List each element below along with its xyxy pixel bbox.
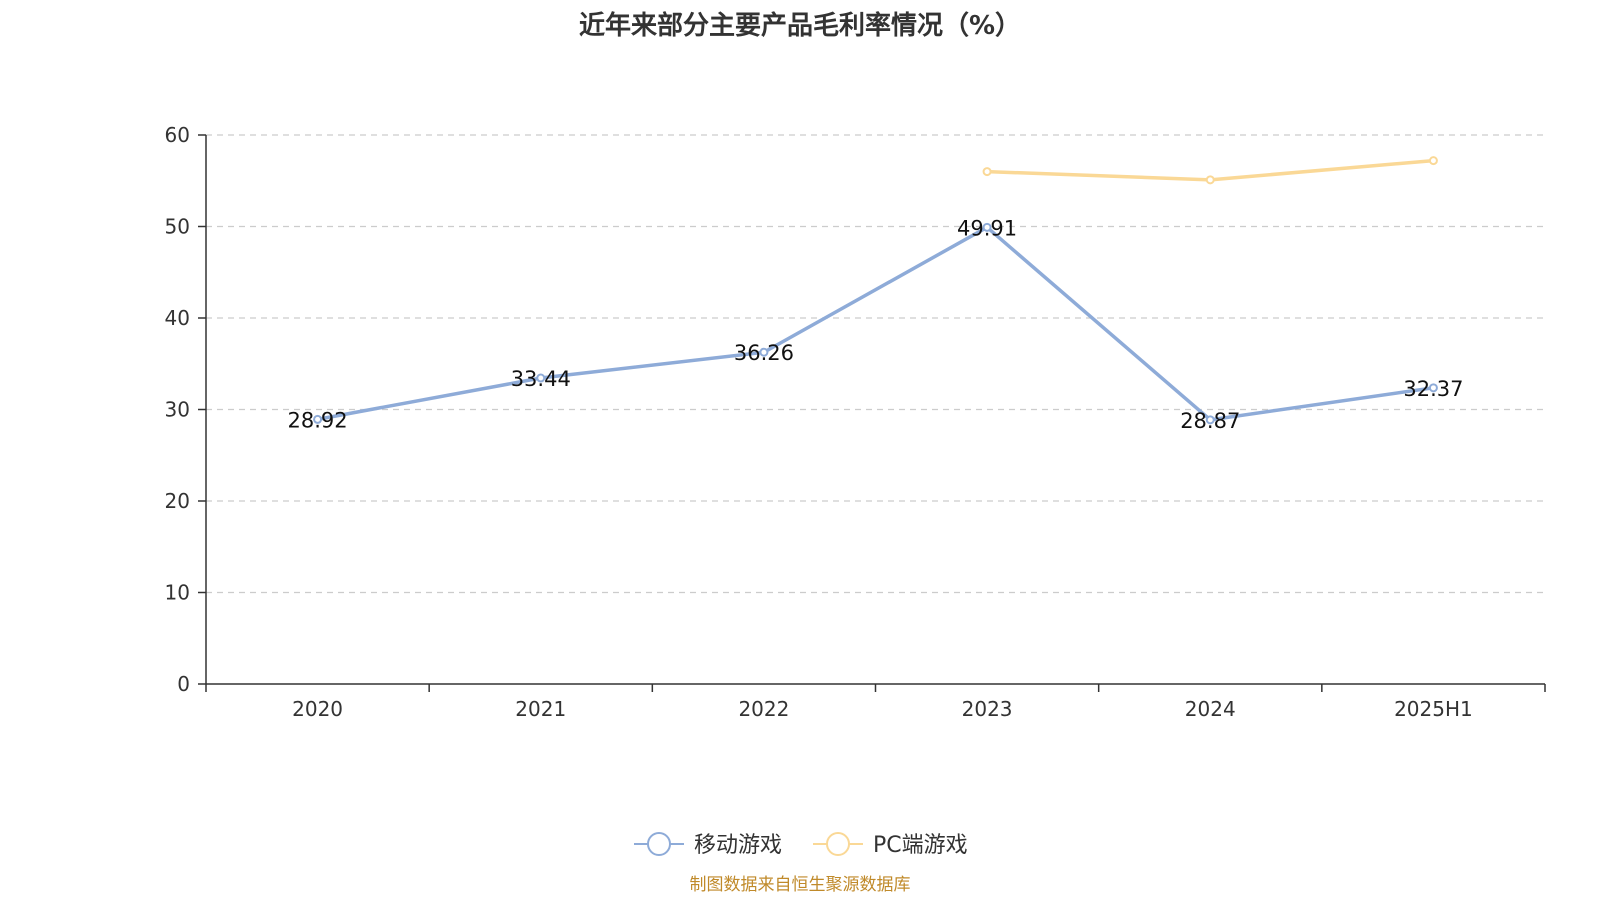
grid-lines xyxy=(206,134,1545,594)
y-tick-label: 40 xyxy=(165,306,190,330)
legend[interactable]: 移动游戏 PC端游戏 xyxy=(634,832,968,858)
legend-label[interactable]: PC端游戏 xyxy=(873,833,968,858)
data-point[interactable] xyxy=(982,222,992,232)
data-point[interactable] xyxy=(536,373,546,383)
y-tick-label: 20 xyxy=(165,489,190,513)
data-labels: 28.92 33.44 36.26 49.91 28.87 32.37 xyxy=(288,216,1464,433)
axes: 0 10 20 30 40 50 60 2020 2021 2022 2023 2024 2025H1 xyxy=(165,123,1546,721)
series-lines xyxy=(313,156,1438,425)
data-point[interactable] xyxy=(982,167,992,177)
y-tick-label: 30 xyxy=(165,398,190,422)
x-tick-label: 2020 xyxy=(292,697,343,721)
data-point[interactable] xyxy=(1205,415,1215,425)
chart-title: 近年来部分主要产品毛利率情况（%） xyxy=(579,10,1021,41)
x-tick-label: 2025H1 xyxy=(1394,697,1473,721)
legend-circle-marker xyxy=(826,832,850,856)
x-tick-label: 2021 xyxy=(515,697,566,721)
y-tick-label: 50 xyxy=(165,215,190,239)
y-tick-label: 0 xyxy=(177,672,190,696)
source-note: 制图数据来自恒生聚源数据库 xyxy=(690,875,911,895)
x-tick-label: 2024 xyxy=(1185,697,1236,721)
legend-circle-marker xyxy=(647,832,671,856)
y-tick-label: 10 xyxy=(165,581,190,605)
data-point[interactable] xyxy=(1428,383,1438,393)
data-point[interactable] xyxy=(313,414,323,424)
data-label: 36.26 xyxy=(734,341,794,365)
series-line xyxy=(317,225,1434,422)
data-label: 28.87 xyxy=(1180,409,1240,433)
data-point[interactable] xyxy=(1428,156,1438,166)
data-point[interactable] xyxy=(1205,175,1215,185)
y-tick-label: 60 xyxy=(165,123,190,147)
data-point[interactable] xyxy=(759,347,769,357)
legend-label[interactable]: 移动游戏 xyxy=(694,833,782,858)
x-tick-label: 2022 xyxy=(738,697,789,721)
data-label: 32.37 xyxy=(1403,377,1463,401)
data-label: 33.44 xyxy=(511,367,571,391)
x-tick-label: 2023 xyxy=(962,697,1013,721)
data-label: 28.92 xyxy=(288,408,348,432)
data-label: 49.91 xyxy=(957,216,1017,240)
